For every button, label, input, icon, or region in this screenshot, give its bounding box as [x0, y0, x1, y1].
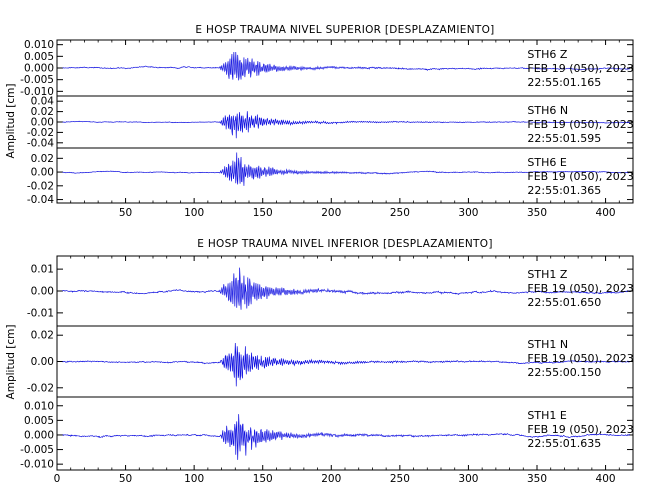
y-tick-label: -0.005 — [20, 74, 54, 86]
trace-station-label: STH1 Z — [527, 268, 567, 281]
y-tick-label: 0.02 — [31, 106, 54, 118]
y-tick-label: 0.00 — [31, 286, 54, 298]
x-tick-label: 400 — [596, 473, 616, 485]
y-axis-label: Amplitud [cm] — [5, 325, 17, 400]
seismic-trace-line — [62, 343, 630, 387]
trace-date-label: FEB 19 (050), 2023 — [527, 423, 633, 436]
trace-station-label: STH1 N — [527, 338, 568, 351]
y-tick-label: 0.010 — [24, 39, 54, 51]
chart-title: E HOSP TRAUMA NIVEL SUPERIOR [DESPLAZAMI… — [195, 24, 494, 36]
trace-date-label: FEB 19 (050), 2023 — [527, 352, 633, 365]
x-tick-label: 200 — [321, 473, 341, 485]
x-tick-label: 350 — [527, 473, 547, 485]
trace-time-label: 22:55:01.365 — [527, 184, 601, 197]
trace-date-label: FEB 19 (050), 2023 — [527, 118, 633, 131]
y-tick-label: 0.005 — [24, 415, 54, 427]
y-tick-label: -0.02 — [27, 382, 54, 394]
y-tick-label: -0.02 — [27, 127, 54, 139]
y-tick-label: 0.04 — [31, 96, 55, 108]
y-tick-label: -0.010 — [20, 86, 54, 98]
trace-time-label: 22:55:01.635 — [527, 437, 601, 450]
y-tick-label: 0.00 — [31, 167, 54, 179]
seismic-trace-line — [62, 414, 631, 460]
trace-time-label: 22:55:00.150 — [527, 366, 601, 379]
trace-date-label: FEB 19 (050), 2023 — [527, 62, 633, 75]
seismic-trace-line — [62, 111, 630, 139]
x-tick-label: 0 — [54, 473, 61, 485]
trace-time-label: 22:55:01.165 — [527, 76, 601, 89]
y-tick-label: -0.02 — [27, 180, 54, 192]
trace-date-label: FEB 19 (050), 2023 — [527, 170, 633, 183]
seismic-trace-line — [62, 152, 630, 186]
x-tick-label: 100 — [184, 207, 204, 219]
y-tick-label: 0.00 — [31, 117, 54, 129]
x-tick-label: 300 — [458, 207, 478, 219]
trace-date-label: FEB 19 (050), 2023 — [527, 282, 633, 295]
x-tick-label: 50 — [119, 473, 132, 485]
trace-station-label: STH1 E — [527, 409, 566, 422]
trace-station-label: STH6 N — [527, 104, 568, 117]
x-tick-label: 150 — [253, 473, 273, 485]
x-tick-label: 300 — [458, 473, 478, 485]
y-tick-label: -0.005 — [20, 444, 54, 456]
y-tick-label: 0.02 — [31, 330, 54, 342]
trace-panel-frame — [56, 396, 634, 471]
y-tick-label: 0.010 — [24, 400, 54, 412]
y-tick-label: 0.01 — [31, 264, 54, 276]
y-tick-label: -0.04 — [27, 194, 54, 206]
trace-station-label: STH6 Z — [527, 48, 567, 61]
trace-time-label: 22:55:01.595 — [527, 132, 601, 145]
seismic-trace-line — [62, 52, 630, 81]
y-tick-label: -0.010 — [20, 459, 54, 471]
y-tick-label: 0.005 — [24, 51, 54, 63]
y-tick-label: -0.01 — [27, 307, 54, 319]
x-tick-label: 350 — [527, 207, 547, 219]
x-tick-label: 150 — [253, 207, 273, 219]
trace-station-label: STH6 E — [527, 156, 566, 169]
y-tick-label: 0.00 — [31, 356, 54, 368]
y-tick-label: 0.02 — [31, 153, 54, 165]
seismic-trace-line — [62, 267, 630, 310]
x-tick-label: 50 — [119, 207, 132, 219]
x-tick-label: 250 — [390, 473, 410, 485]
x-tick-label: 200 — [321, 207, 341, 219]
x-tick-label: 100 — [184, 473, 204, 485]
y-axis-label: Amplitud [cm] — [5, 84, 17, 159]
y-tick-label: 0.000 — [24, 63, 54, 75]
y-tick-label: -0.04 — [27, 137, 54, 149]
trace-time-label: 22:55:01.650 — [527, 296, 601, 309]
chart-title: E HOSP TRAUMA NIVEL INFERIOR [DESPLAZAMI… — [197, 238, 492, 250]
x-tick-label: 400 — [596, 207, 616, 219]
y-tick-label: 0.000 — [24, 429, 54, 441]
x-tick-label: 250 — [390, 207, 410, 219]
trace-panel-frame — [56, 147, 634, 204]
